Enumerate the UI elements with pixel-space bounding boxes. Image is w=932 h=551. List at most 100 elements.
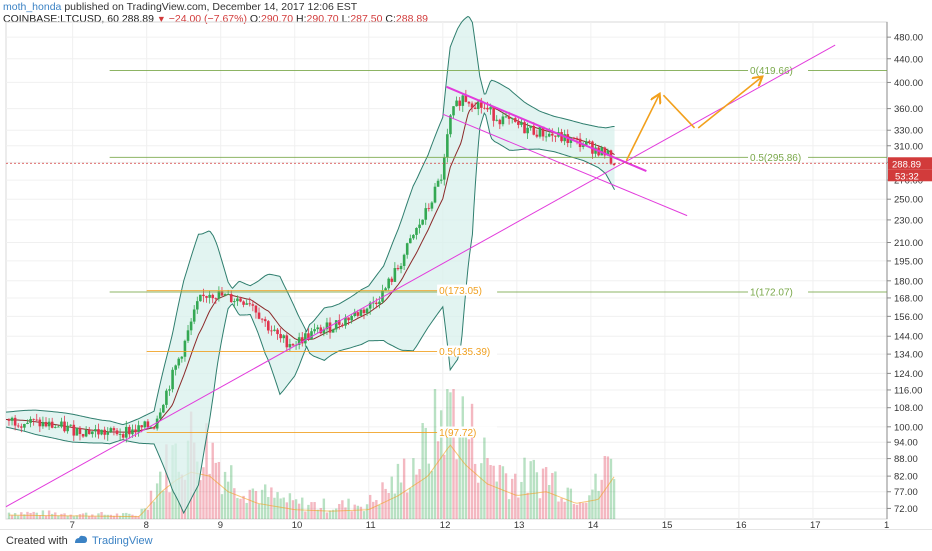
candle-body [251,304,255,306]
volume-bar [368,494,372,519]
volume-bar [109,514,113,519]
volume-bar [446,389,449,519]
candle-body [94,429,97,432]
candle-body [44,421,48,427]
tradingview-brand[interactable]: TradingView [92,535,153,547]
volume-bar [529,461,532,519]
candle-body [183,340,187,357]
candle-body [84,429,88,437]
candle-body [180,356,184,359]
y-tick-label: 330.00 [894,126,923,137]
volume-bar [477,482,480,519]
candle-body [371,302,375,304]
candle-body [297,337,301,345]
candle-body [282,335,286,339]
candle-body [192,309,196,322]
candle-body [452,106,455,116]
bollinger-upper-band [5,15,615,426]
volume-bar [603,455,606,519]
candle-body [507,116,511,119]
candle-body [498,119,502,125]
volume-bar [381,482,384,519]
volume-bar [223,471,227,519]
volume-bar [7,512,11,519]
candle-body [134,429,137,433]
volume-bar [606,456,610,519]
volume-bar [328,510,332,519]
volume-bar [304,511,307,519]
candle-body [291,344,295,346]
volume-bar [566,487,569,519]
volume-bar [458,430,461,519]
volume-bar [162,490,165,519]
candle-body [517,121,520,125]
candle-body [32,418,35,420]
volume-bar [17,515,20,519]
candle-body [501,116,505,125]
published-text: published on TradingView.com, December 1… [64,1,358,13]
candle-body [495,119,499,121]
candle-body [523,122,526,134]
candle-body [408,238,412,244]
candle-body [347,317,350,321]
volume-bar [279,498,282,519]
y-tick-label: 168.00 [894,293,923,304]
candle-body [285,335,289,348]
candle-body [439,179,443,181]
volume-bar [134,515,137,519]
current-price-tag-text: 288.89 [892,159,921,170]
volume-ma-line [8,444,615,518]
candle-body [532,125,536,135]
candle-body [239,298,242,302]
candle-body [53,427,57,428]
candle-body [455,100,458,107]
candle-body [433,186,437,203]
candle-body [128,426,131,435]
y-tick-label: 88.00 [894,454,918,465]
candle-body [63,421,66,432]
volume-bar [331,509,335,519]
x-tick-label: 17 [810,520,821,529]
candle-body [569,137,573,143]
volume-bar [402,458,406,519]
fib-label-bg [748,151,809,163]
volume-bar [581,502,585,519]
volume-bar [214,462,218,519]
volume-bar [489,465,492,519]
x-tick-label: 15 [662,520,673,529]
candle-body [489,107,492,110]
x-tick-label: 1 [884,520,889,529]
volume-bar [239,498,242,519]
candle-body [220,291,224,296]
candle-body [16,425,20,427]
candle-body [35,419,39,421]
tradingview-logo-icon [75,535,87,543]
candle-body [486,107,489,110]
volume-bar [301,497,304,519]
candle-body [541,126,545,137]
candle-body [325,322,329,330]
candle-body [146,421,150,428]
candle-body [480,102,483,108]
candle-body [319,327,323,334]
volume-bar [588,495,591,519]
candle-body [337,320,341,325]
y-tick-label: 180.00 [894,276,923,287]
volume-bar [443,454,446,519]
candle-body [606,150,610,156]
author-link[interactable]: moth_honda [3,1,62,13]
volume-bar [211,442,214,519]
volume-bar [159,471,162,519]
price-chart[interactable]: 480.00440.00400.00360.00330.00310.00290.… [0,0,932,529]
volume-bar [594,473,597,519]
footer: Created with TradingView [0,529,932,551]
volume-bar [143,508,146,519]
open-label: O: [249,13,261,25]
volume-bar [316,509,319,519]
x-tick-label: 11 [366,520,376,529]
volume-bar [409,487,412,519]
y-tick-label: 82.00 [894,472,918,483]
candle-body [276,329,279,335]
y-tick-label: 310.00 [894,141,923,152]
volume-bar [350,511,353,519]
